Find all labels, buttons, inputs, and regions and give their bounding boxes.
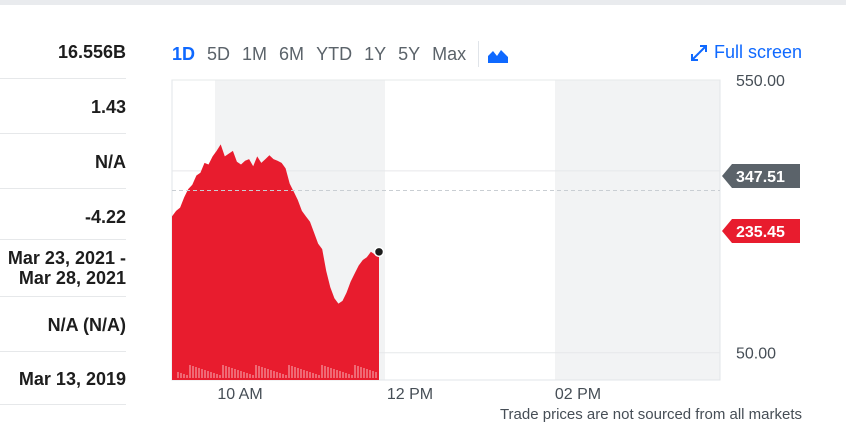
top-border bbox=[0, 0, 846, 5]
x-tick-label: 12 PM bbox=[387, 386, 433, 403]
range-5y-button[interactable]: 5Y bbox=[398, 44, 421, 64]
divider bbox=[0, 133, 126, 134]
range-6m-button[interactable]: 6M bbox=[279, 44, 305, 64]
divider bbox=[0, 239, 126, 240]
range-selector: 1D 5D 1M 6M YTD 1Y 5Y Max bbox=[166, 40, 509, 68]
divider bbox=[0, 404, 126, 405]
divider bbox=[0, 351, 126, 352]
expand-arrows-icon bbox=[690, 44, 708, 62]
mountain-chart-icon[interactable] bbox=[487, 45, 509, 63]
stat-value: -4.22 bbox=[84, 207, 126, 227]
range-5d-button[interactable]: 5D bbox=[207, 44, 231, 64]
stat-value: N/A (N/A) bbox=[47, 315, 126, 335]
price-area bbox=[172, 144, 379, 380]
divider bbox=[0, 78, 126, 79]
range-max-button[interactable]: Max bbox=[432, 44, 467, 64]
current-price-badge bbox=[722, 219, 800, 243]
range-1d-button[interactable]: 1D bbox=[172, 44, 196, 64]
x-tick-label: 10 AM bbox=[217, 386, 262, 403]
divider bbox=[478, 41, 480, 67]
divider bbox=[0, 188, 126, 189]
x-tick-label: 02 PM bbox=[555, 386, 601, 403]
stat-value: Mar 23, 2021 - Mar 28, 2021 bbox=[7, 248, 126, 288]
range-ytd-button[interactable]: YTD bbox=[316, 44, 353, 64]
range-1y-button[interactable]: 1Y bbox=[364, 44, 387, 64]
stat-value: 16.556B bbox=[57, 42, 126, 62]
disclaimer-text: Trade prices are not sourced from all ma… bbox=[499, 406, 802, 423]
stat-value: 1.43 bbox=[90, 97, 126, 117]
previous-close-badge bbox=[722, 164, 800, 188]
last-price-marker[interactable] bbox=[373, 246, 385, 258]
y-tick-label: 550.00 bbox=[736, 73, 785, 90]
current-price-label: 235.45 bbox=[736, 224, 785, 241]
stat-value: N/A bbox=[95, 152, 126, 172]
previous-close-label: 347.51 bbox=[736, 169, 785, 186]
fullscreen-label: Full screen bbox=[713, 42, 802, 62]
session-band bbox=[555, 80, 720, 380]
fullscreen-button[interactable]: Full screen bbox=[690, 42, 802, 63]
stat-value: Mar 13, 2019 bbox=[18, 369, 126, 389]
range-1m-button[interactable]: 1M bbox=[242, 44, 268, 64]
divider bbox=[0, 296, 126, 297]
y-tick-label: 50.00 bbox=[736, 346, 776, 363]
